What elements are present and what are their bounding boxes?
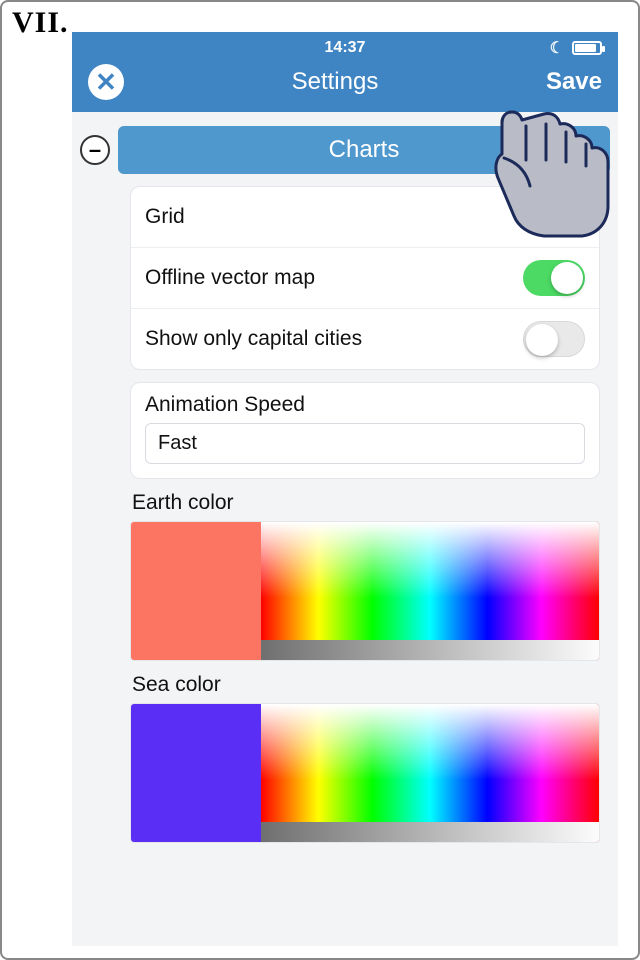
toggle-row-capitals: Show only capital cities bbox=[131, 308, 599, 369]
animation-speed-label: Animation Speed bbox=[145, 393, 585, 417]
battery-icon bbox=[572, 41, 602, 55]
content-area: – Charts Grid Offline vector map Show on… bbox=[72, 112, 618, 843]
minus-icon: – bbox=[89, 137, 101, 163]
animation-speed-group: Animation Speed Fast bbox=[130, 382, 600, 479]
earth-color-picker[interactable] bbox=[261, 522, 599, 660]
toggle-grid[interactable] bbox=[523, 199, 585, 235]
sea-color-block: Sea color bbox=[130, 673, 600, 843]
earth-color-label: Earth color bbox=[132, 491, 600, 515]
section-tab-charts[interactable]: Charts bbox=[118, 126, 610, 174]
earth-color-block: Earth color bbox=[130, 491, 600, 661]
toggle-label: Grid bbox=[145, 205, 185, 229]
phone-screen: 14:37 ☾ ✕ Settings Save – Charts bbox=[72, 32, 618, 946]
navbar: 14:37 ☾ ✕ Settings Save bbox=[72, 32, 618, 112]
toggle-group: Grid Offline vector map Show only capita… bbox=[130, 186, 600, 370]
status-time: 14:37 bbox=[72, 39, 618, 57]
collapse-section-button[interactable]: – bbox=[80, 135, 110, 165]
toggle-row-offline-map: Offline vector map bbox=[131, 247, 599, 308]
toggle-label: Offline vector map bbox=[145, 266, 315, 290]
page-title: Settings bbox=[292, 68, 379, 96]
sea-color-picker[interactable] bbox=[261, 704, 599, 842]
sea-color-swatch[interactable] bbox=[131, 704, 261, 842]
toggle-offline-map[interactable] bbox=[523, 260, 585, 296]
status-bar: 14:37 ☾ bbox=[72, 38, 618, 60]
animation-speed-select[interactable]: Fast bbox=[145, 423, 585, 464]
toggle-label: Show only capital cities bbox=[145, 327, 362, 351]
sea-color-label: Sea color bbox=[132, 673, 600, 697]
dnd-moon-icon: ☾ bbox=[550, 38, 564, 58]
close-button[interactable]: ✕ bbox=[88, 64, 124, 100]
earth-color-swatch[interactable] bbox=[131, 522, 261, 660]
toggle-row-grid: Grid bbox=[131, 187, 599, 247]
close-icon: ✕ bbox=[95, 67, 117, 98]
step-label: VII. bbox=[12, 6, 69, 40]
save-button[interactable]: Save bbox=[546, 68, 602, 96]
toggle-capitals[interactable] bbox=[523, 321, 585, 357]
